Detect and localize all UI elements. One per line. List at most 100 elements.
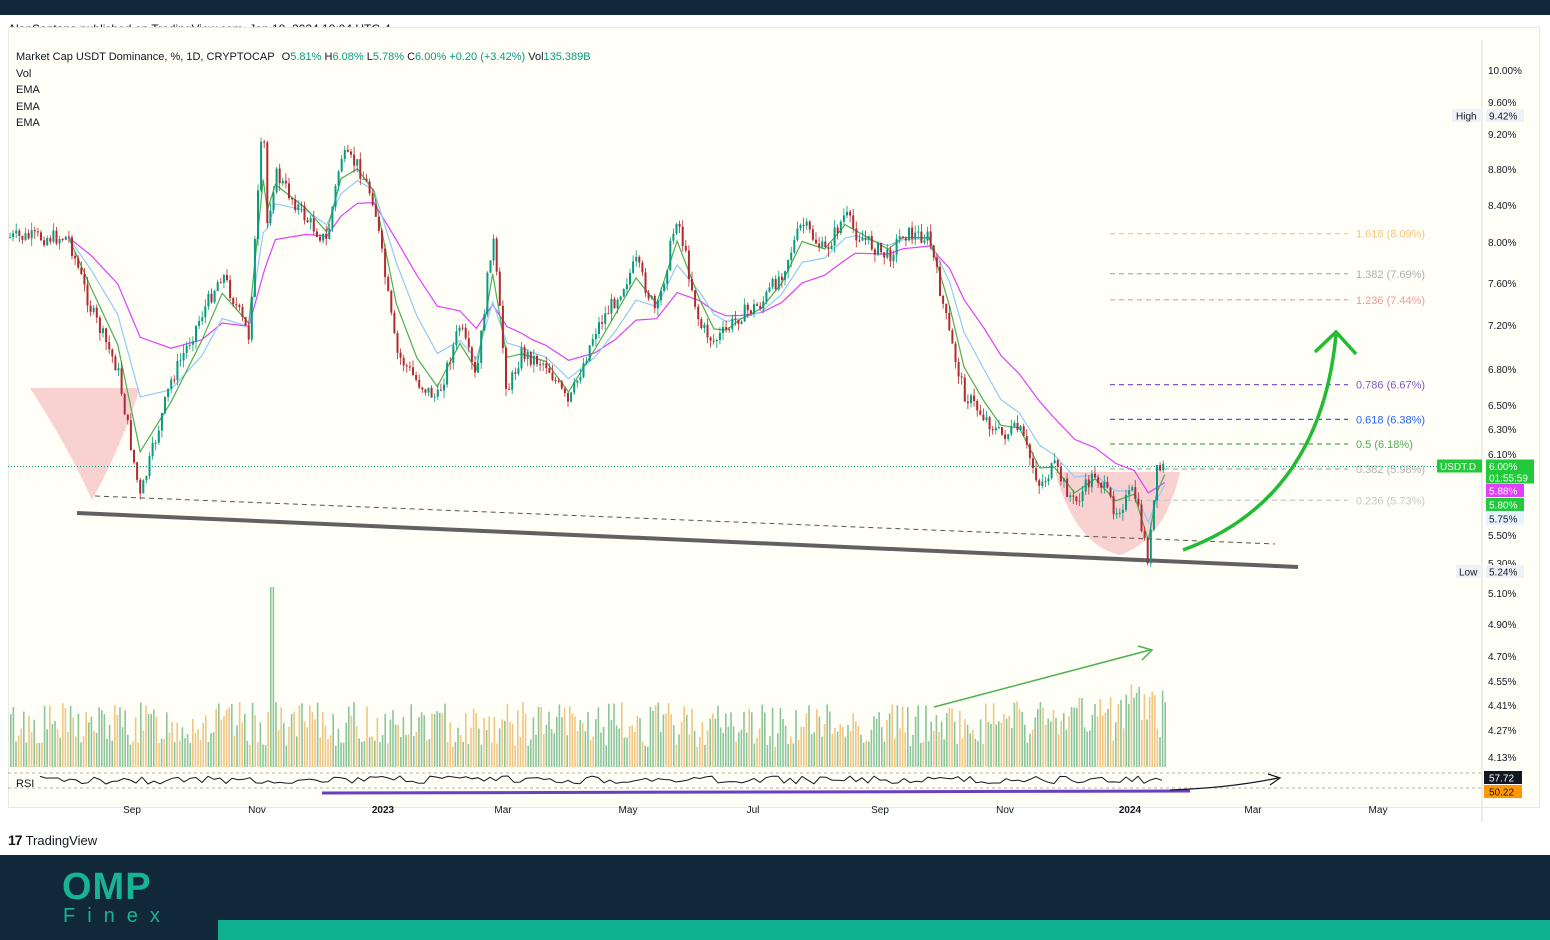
volume-bar (43, 705, 46, 767)
x-tick-label: Sep (123, 805, 141, 816)
chart-legend: Market Cap USDT Dominance, %, 1D, CRYPTO… (16, 49, 591, 132)
volume-bar (49, 705, 51, 767)
candle-body (111, 349, 114, 357)
candle-body (712, 340, 715, 342)
candle-body (470, 347, 473, 363)
volume-bar (782, 718, 784, 767)
candle-body (892, 254, 895, 262)
volume-bar (865, 740, 867, 767)
volume-bar (730, 712, 732, 767)
volume-bar (873, 716, 875, 767)
volume-bar (613, 703, 615, 767)
candle-body (71, 237, 73, 256)
candle-body (536, 355, 538, 365)
volume-bar (54, 721, 56, 767)
candle-body (64, 236, 67, 240)
volume-bar (220, 719, 223, 767)
candle-body (526, 351, 529, 359)
volume-bar (709, 718, 711, 767)
candle-body (371, 193, 374, 206)
candle-body (247, 325, 250, 340)
volume-bar (392, 710, 394, 767)
chart-area[interactable] (8, 27, 1540, 808)
volume-bar (756, 737, 758, 767)
candle-body (353, 154, 356, 166)
volume-bar (1151, 691, 1153, 767)
volume-bar (1115, 722, 1117, 767)
candle-body (542, 363, 545, 365)
volume-bar (179, 740, 181, 767)
candle-body (966, 401, 969, 404)
rsi-divergence-line (321, 789, 1191, 795)
candle-body (520, 347, 523, 369)
volume-bar (530, 739, 532, 767)
tradingview-logo[interactable]: 17 TradingView (8, 832, 97, 848)
volume-bar (168, 732, 171, 767)
legend-indicator-vol[interactable]: Vol (16, 67, 32, 80)
x-tick-label: Mar (494, 805, 512, 816)
volume-bar (608, 703, 610, 767)
legend-indicator-ema-3[interactable]: EMA (16, 117, 40, 129)
candle-body (1156, 465, 1158, 501)
volume-bar (381, 734, 384, 767)
candle-body (495, 238, 498, 272)
volume-bar (1068, 716, 1070, 767)
candle-body (1019, 426, 1022, 430)
candle-body (241, 307, 244, 318)
volume-bar (420, 712, 423, 767)
candle-body (632, 261, 635, 273)
candle-body (15, 230, 18, 234)
volume-bar (670, 714, 672, 767)
legend-symbol[interactable]: Market Cap USDT Dominance, %, 1D, CRYPTO… (16, 51, 275, 63)
candle-body (740, 321, 743, 324)
volume-bar (722, 732, 724, 767)
volume-bar (444, 703, 446, 767)
volume-bar (569, 706, 571, 767)
candle-body (725, 327, 728, 330)
volume-bar (693, 730, 696, 767)
candle-body (86, 284, 89, 306)
candle-body (877, 242, 879, 255)
volume-bar (652, 711, 654, 767)
volume-bar (886, 719, 888, 767)
volume-bar (683, 706, 685, 767)
candle-body (374, 205, 377, 217)
candle-body (427, 387, 430, 393)
candle-body (415, 375, 418, 380)
candle-body (935, 257, 938, 267)
volume-bar (649, 706, 652, 767)
y-tick-label: 8.80% (1488, 165, 1516, 176)
volume-bar (488, 716, 490, 767)
candle-body (49, 238, 52, 242)
candle-body (644, 272, 647, 293)
candle-body (582, 363, 585, 378)
volume-bar (114, 705, 116, 767)
y-tick-label: 9.20% (1488, 130, 1516, 141)
volume-bar (509, 721, 511, 767)
legend-indicator-ema-1[interactable]: EMA (16, 84, 40, 96)
candle-body (418, 379, 421, 388)
candle-body (607, 313, 610, 315)
volume-bar (943, 739, 945, 767)
candle-body (449, 362, 452, 364)
legend-indicator-ema-2[interactable]: EMA (16, 100, 40, 113)
volume-bar (566, 735, 568, 767)
volume-bar (348, 706, 350, 767)
volume-bar (262, 744, 264, 767)
volume-bar (77, 713, 80, 767)
volume-bar (881, 727, 883, 767)
candle-body (873, 249, 876, 255)
candle-body (551, 372, 554, 381)
volume-bar (1003, 713, 1005, 767)
candle-body (464, 327, 467, 339)
volume-bar (124, 710, 126, 767)
candle-body (1032, 458, 1034, 468)
volume-bar (467, 743, 470, 767)
y-tick-label: 5.50% (1488, 531, 1516, 542)
candle-body (824, 241, 827, 248)
candle-body (511, 372, 514, 390)
candle-body (219, 282, 222, 284)
candle-body (675, 223, 678, 234)
candle-body (700, 319, 703, 329)
